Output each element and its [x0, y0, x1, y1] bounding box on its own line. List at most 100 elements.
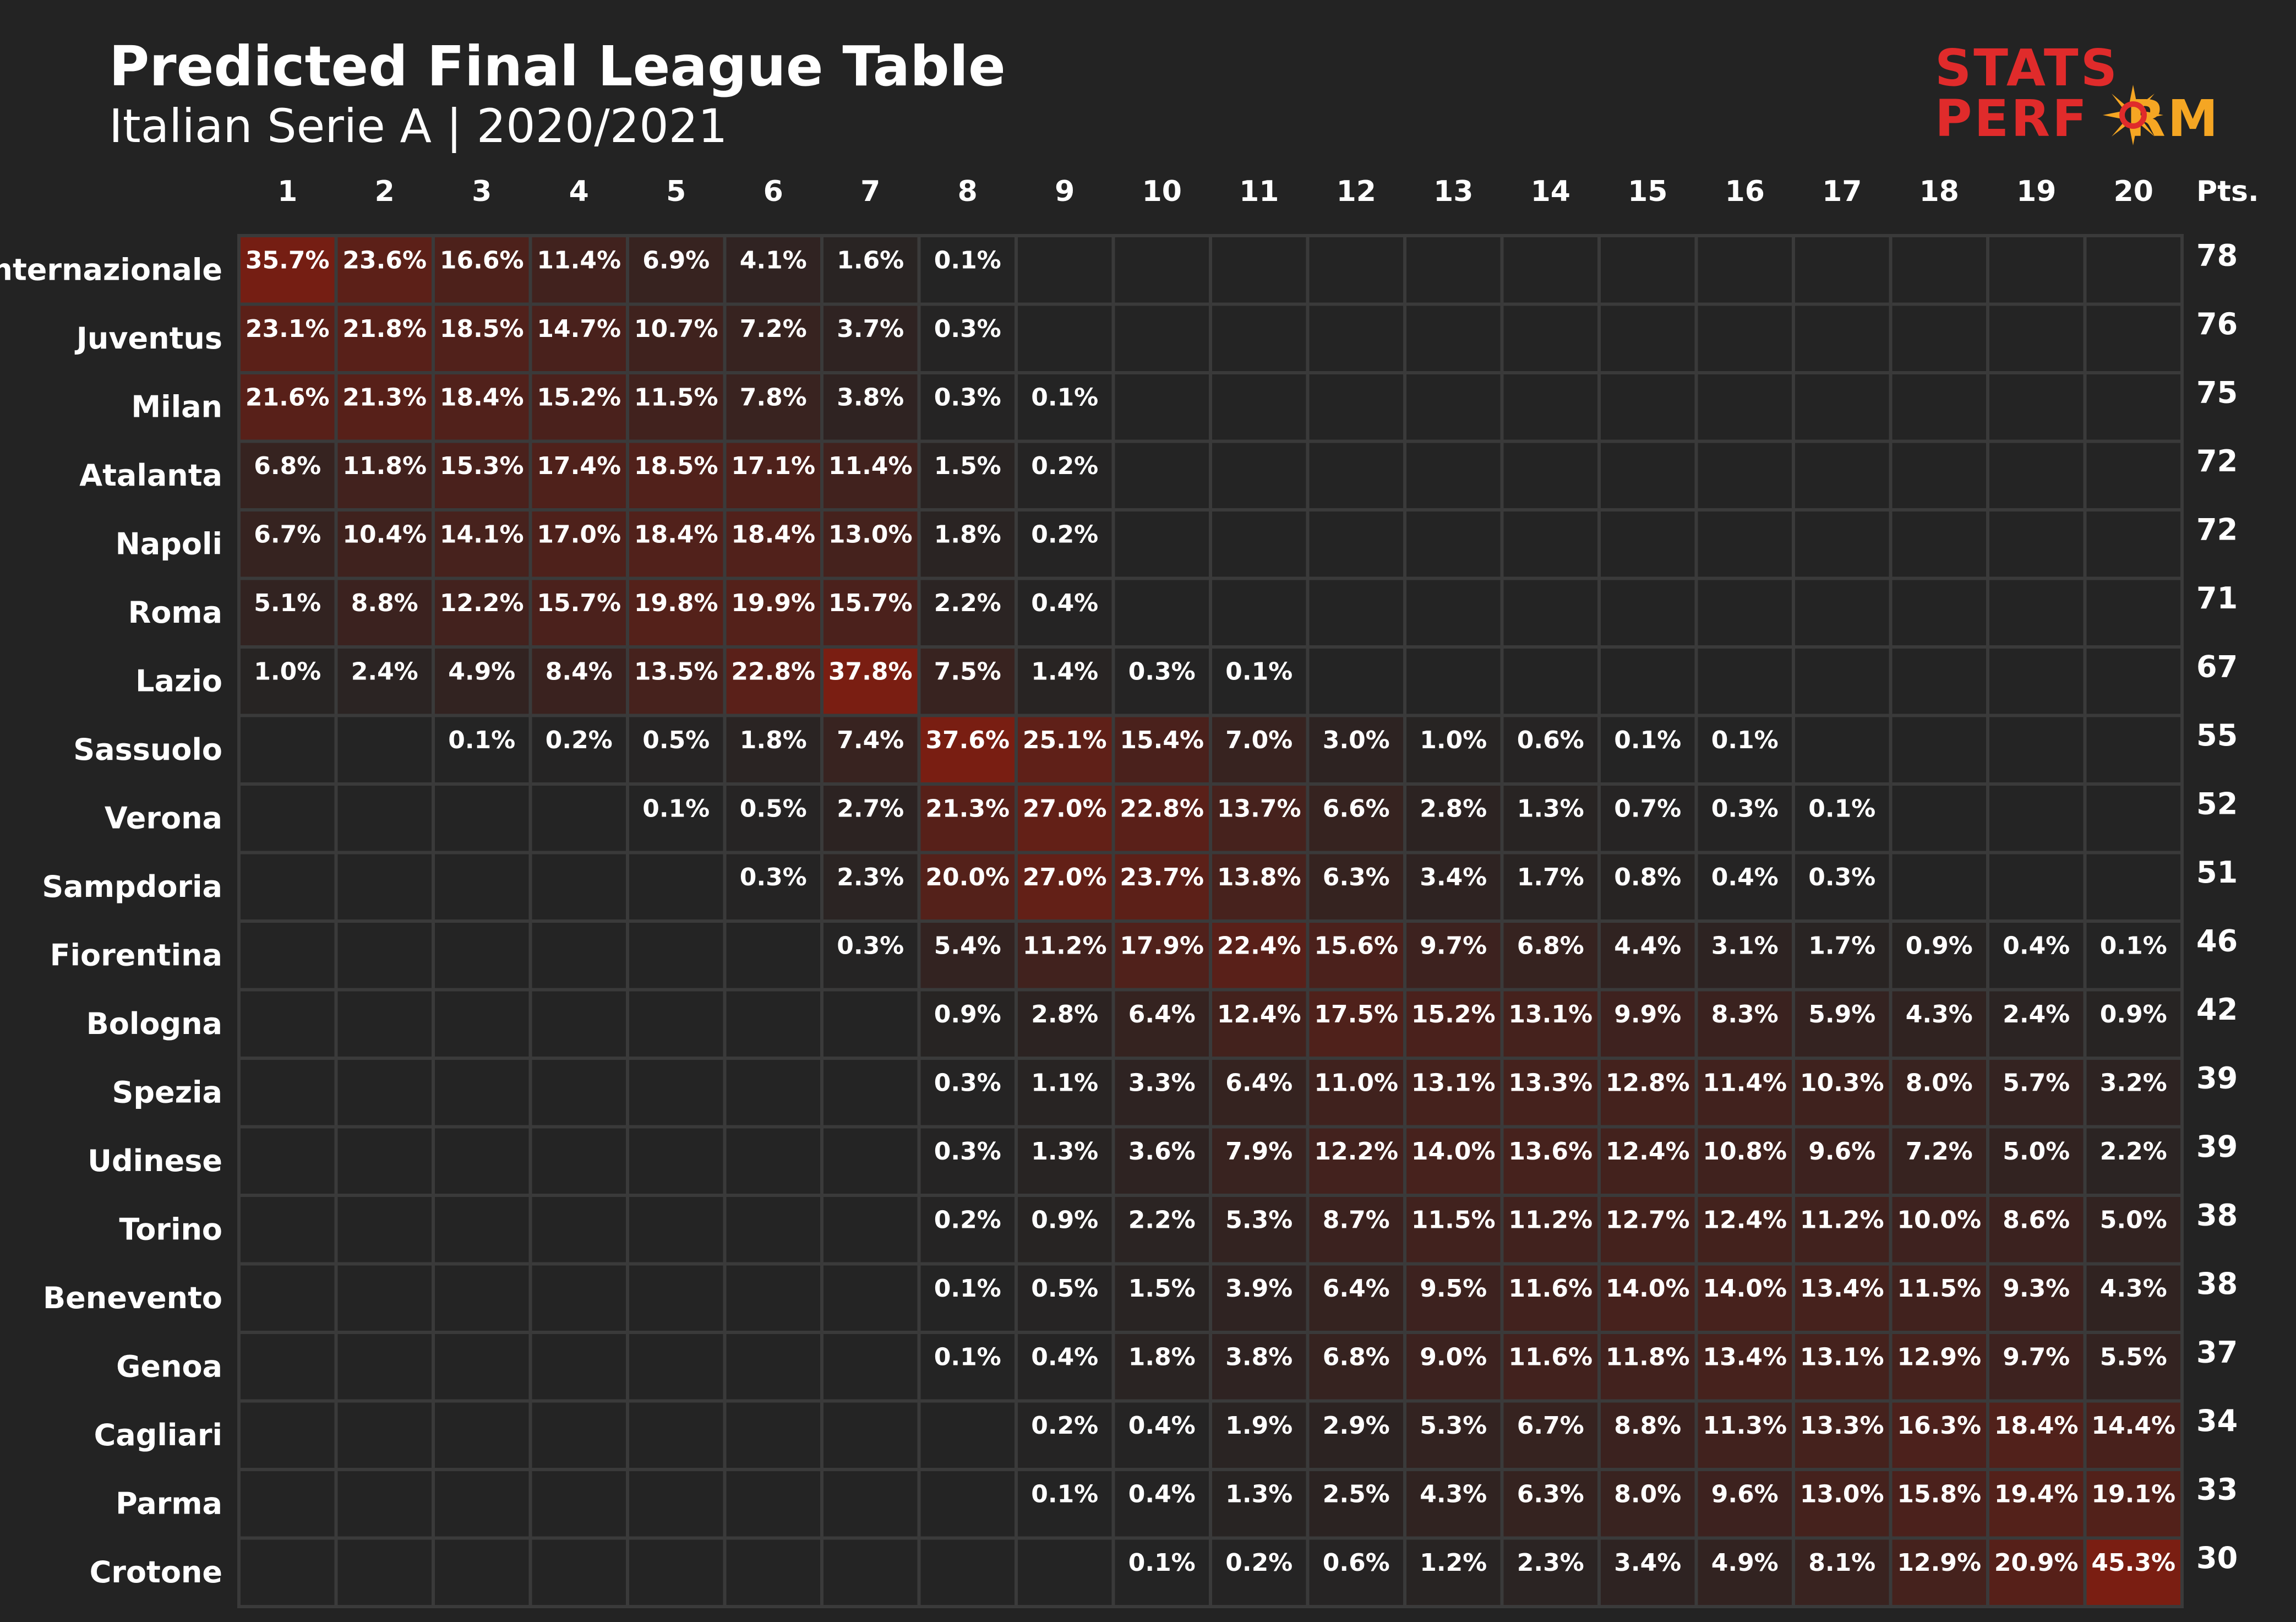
- cell-value: 18.4%: [1994, 1412, 2079, 1440]
- points-value: 38: [2196, 1198, 2238, 1232]
- cell-value: 11.5%: [1411, 1206, 1496, 1234]
- team-label: Napoli: [116, 526, 222, 561]
- cell-value: 0.3%: [1808, 863, 1875, 891]
- cell-value: 7.9%: [1225, 1137, 1292, 1166]
- heatmap-cell: [1209, 1331, 1310, 1403]
- cell-value: 9.6%: [1808, 1137, 1875, 1166]
- cell-value: 8.4%: [546, 657, 613, 685]
- heatmap-cell: [528, 988, 629, 1060]
- heatmap-cell: [237, 1194, 338, 1266]
- heatmap-cell: [237, 1262, 338, 1334]
- cell-value: 14.4%: [2091, 1412, 2175, 1440]
- heatmap-cell: [1500, 576, 1601, 649]
- heatmap-cell: [1986, 371, 2087, 443]
- points-value: 42: [2196, 992, 2238, 1027]
- cell-value: 1.5%: [934, 452, 1001, 480]
- heatmap-cell: [917, 439, 1018, 511]
- team-label: Fiorentina: [50, 938, 222, 972]
- points-value: 71: [2196, 581, 2238, 616]
- heatmap-cell: [1694, 1057, 1795, 1129]
- cell-value: 5.3%: [1225, 1206, 1292, 1234]
- heatmap-cell: [1889, 234, 1989, 306]
- cell-value: 11.2%: [1023, 932, 1107, 960]
- heatmap-cell: [528, 1468, 629, 1540]
- cell-value: 13.8%: [1217, 863, 1301, 891]
- heatmap-cell: [1792, 714, 1893, 786]
- cell-value: 5.1%: [254, 589, 321, 617]
- heatmap-cell: [1694, 371, 1795, 443]
- cell-value: 0.3%: [934, 383, 1001, 411]
- heatmap-cell: [1500, 1194, 1601, 1266]
- heatmap-cell: [237, 439, 338, 511]
- team-label: Verona: [105, 801, 222, 835]
- heatmap-cell: [820, 851, 921, 923]
- team-label: Spezia: [112, 1075, 222, 1109]
- team-label: Bologna: [86, 1006, 222, 1041]
- cell-value: 21.6%: [246, 383, 330, 411]
- column-header: 9: [1055, 175, 1075, 208]
- column-header: 3: [472, 175, 492, 208]
- heatmap-cell: [626, 988, 727, 1060]
- heatmap-cell: [1015, 1536, 1115, 1608]
- heatmap-cell: [723, 782, 823, 854]
- cell-value: 3.8%: [1225, 1343, 1292, 1371]
- cell-value: 7.2%: [740, 315, 807, 343]
- heatmap-cell: [237, 851, 338, 923]
- cell-value: 1.7%: [1517, 863, 1584, 891]
- cell-value: 13.6%: [1508, 1137, 1593, 1166]
- heatmap-cell: [1403, 1536, 1504, 1608]
- heatmap-cell: [1403, 234, 1504, 306]
- team-label: Roma: [128, 595, 222, 630]
- cell-value: 15.3%: [440, 452, 524, 480]
- cell-value: 20.0%: [925, 863, 1010, 891]
- heatmap-cell: [1889, 851, 1989, 923]
- heatmap-cell: [1015, 302, 1115, 374]
- heatmap-cell: [2083, 851, 2184, 923]
- heatmap-cell: [432, 1194, 532, 1266]
- cell-value: 11.2%: [1508, 1206, 1593, 1234]
- heatmap-cell: [820, 1125, 921, 1197]
- heatmap-cell: [820, 1057, 921, 1129]
- heatmap-cell: [1694, 302, 1795, 374]
- column-header: 11: [1239, 175, 1279, 208]
- heatmap-cell: [334, 645, 435, 717]
- heatmap-cell: [1792, 371, 1893, 443]
- column-header: 12: [1337, 175, 1376, 208]
- column-header: 6: [763, 175, 783, 208]
- heatmap-cell: [1403, 302, 1504, 374]
- cell-value: 17.1%: [731, 452, 815, 480]
- cell-value: 21.3%: [342, 383, 427, 411]
- team-label: Udinese: [88, 1144, 222, 1178]
- cell-value: 2.2%: [934, 589, 1001, 617]
- team-label: Genoa: [116, 1349, 222, 1384]
- cell-value: 15.7%: [537, 589, 621, 617]
- heatmap-cell: [1792, 1468, 1893, 1540]
- heatmap-cell: [2083, 782, 2184, 854]
- cell-value: 12.4%: [1217, 1000, 1301, 1028]
- cell-value: 0.1%: [1031, 1480, 1098, 1508]
- heatmap-cell: [1111, 645, 1212, 717]
- cell-value: 12.9%: [1897, 1343, 1981, 1371]
- heatmap-cell: [626, 1057, 727, 1129]
- cell-value: 1.9%: [1225, 1412, 1292, 1440]
- cell-value: 0.1%: [1808, 794, 1875, 823]
- cell-value: 22.8%: [1120, 794, 1204, 823]
- heatmap-cell: [1111, 371, 1212, 443]
- cell-value: 6.3%: [1517, 1480, 1584, 1508]
- cell-value: 1.7%: [1808, 932, 1875, 960]
- heatmap-cell: [1986, 645, 2087, 717]
- heatmap-cell: [528, 1399, 629, 1471]
- heatmap-cell: [1209, 1194, 1310, 1266]
- heatmap-cell: [1986, 1125, 2087, 1197]
- cell-value: 15.2%: [1411, 1000, 1496, 1028]
- heatmap-cell: [1597, 371, 1698, 443]
- team-label: Internazionale: [0, 252, 222, 287]
- heatmap-cell: [1597, 439, 1698, 511]
- heatmap-cell: [1889, 508, 1989, 580]
- heatmap-cell: [2083, 508, 2184, 580]
- cell-value: 18.4%: [634, 520, 718, 548]
- cell-value: 3.7%: [837, 315, 904, 343]
- heatmap-cell: [2083, 714, 2184, 786]
- heatmap-cell: [432, 371, 532, 443]
- cell-value: 11.3%: [1703, 1412, 1787, 1440]
